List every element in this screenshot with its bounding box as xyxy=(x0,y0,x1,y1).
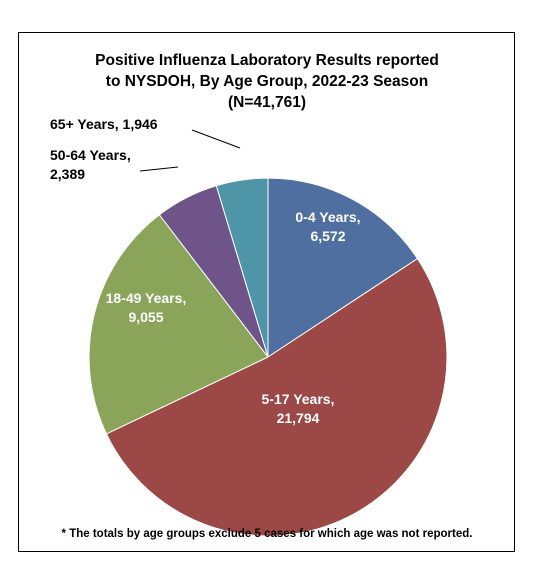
chart-title-line-1: Positive Influenza Laboratory Results re… xyxy=(95,52,439,69)
slice-label-18-49-years: 18-49 Years, 9,055 xyxy=(106,290,187,325)
slice-label-5-17-years: 5-17 Years, 21,794 xyxy=(262,391,335,426)
chart-footnote: * The totals by age groups exclude 5 cas… xyxy=(61,528,473,540)
slice-label-65-years: 65+ Years, 1,946 xyxy=(50,116,158,132)
leader-line-50-64-years xyxy=(139,166,179,172)
chart-title: Positive Influenza Laboratory Results re… xyxy=(0,50,534,113)
slice-label-50-64-years: 50-64 Years, 2,389 xyxy=(50,147,131,182)
slice-label-0-4-years: 0-4 Years, 6,572 xyxy=(295,209,360,244)
chart-title-line-2: to NYSDOH, By Age Group, 2022-23 Season xyxy=(105,73,429,90)
pie-outline xyxy=(88,177,448,537)
chart-title-line-3: (N=41,761) xyxy=(228,94,306,111)
leader-line-65-years xyxy=(191,129,241,149)
